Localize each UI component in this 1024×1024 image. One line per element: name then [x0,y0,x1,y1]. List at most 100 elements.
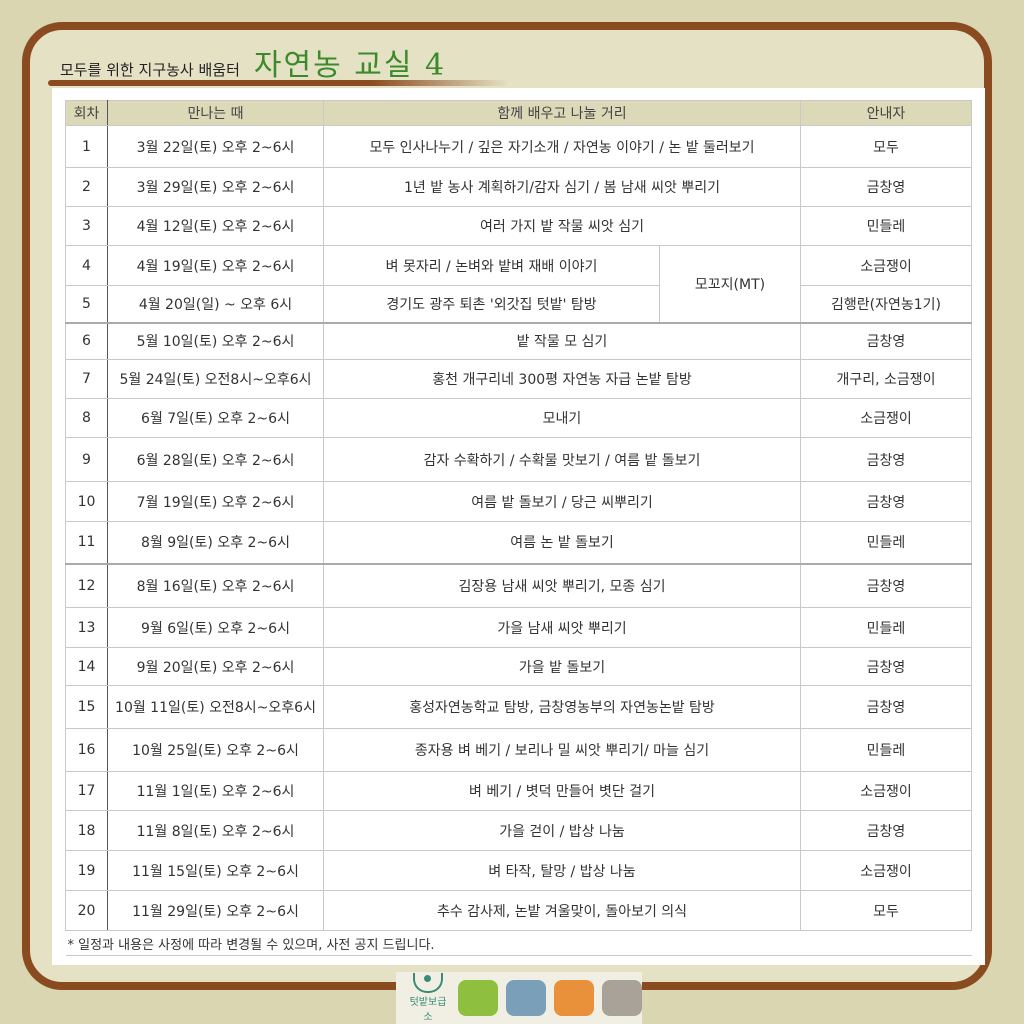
session-topic: 가을 밭 돌보기 [323,647,801,686]
sun-icon [554,980,594,1016]
subtitle: 모두를 위한 지구농사 배움터 [60,61,240,79]
rain-icon [506,980,546,1016]
table-row: 3 4월 12일(토) 오후 2~6시 여러 가지 밭 작물 씨앗 심기 민들레 [65,206,972,246]
table-row: 12 8월 16일(토) 오후 2~6시 김장용 남새 씨앗 뿌리기, 모종 심기 금… [65,562,972,608]
table-row: 16 10월 25일(토) 오후 2~6시 종자용 벼 베기 / 보리나 밀 씨앗 … [65,728,972,772]
tatbat-logo: 텃밭보급소 [406,973,450,1023]
session-number: 3 [65,206,108,246]
session-guide: 소금쟁이 [800,850,972,891]
session-date: 4월 20일(일) ~ 오후 6시 [107,285,324,323]
table-row: 11 8월 9일(토) 오후 2~6시 여름 논 밭 돌보기 민들레 [65,521,972,564]
session-date: 4월 12일(토) 오후 2~6시 [107,206,324,246]
session-date: 11월 8일(토) 오후 2~6시 [107,810,324,851]
session-topic: 여름 밭 돌보기 / 당근 씨뿌리기 [323,481,801,522]
session-date: 10월 11일(토) 오전8시~오후6시 [107,685,324,729]
session-topic: 홍천 개구리네 300평 자연농 자급 논밭 탐방 [323,359,801,399]
table-row: 13 9월 6일(토) 오후 2~6시 가을 남새 씨앗 뿌리기 민들레 [65,607,972,648]
footer-logos: 텃밭보급소 [396,972,642,1024]
session-topic: 벼 타작, 탈망 / 밥상 나눔 [323,850,801,891]
session-topic: 감자 수확하기 / 수확물 맛보기 / 여름 밭 돌보기 [323,437,801,482]
session-number: 11 [65,521,108,564]
session-topic: 경기도 광주 퇴촌 '외갓집 텃밭' 탐방 [323,285,660,323]
wind-icon [602,980,642,1016]
table-row: 10 7월 19일(토) 오후 2~6시 여름 밭 돌보기 / 당근 씨뿌리기 금창영 [65,481,972,522]
session-number: 15 [65,685,108,729]
session-guide: 금창영 [800,647,972,686]
session-number: 16 [65,728,108,772]
session-topic: 홍성자연농학교 탐방, 금창영농부의 자연농논밭 탐방 [323,685,801,729]
session-guide: 소금쟁이 [800,398,972,438]
header: 모두를 위한 지구농사 배움터 자연농 교실 4 [60,40,446,84]
session-number: 10 [65,481,108,522]
table-row: 20 11월 29일(토) 오후 2~6시 추수 감사제, 논밭 겨울맞이, 돌아보… [65,890,972,931]
session-number: 19 [65,850,108,891]
table-row: 1 3월 22일(토) 오후 2~6시 모두 인사나누기 / 깊은 자기소개 / 자… [65,125,972,168]
table-row: 18 11월 8일(토) 오후 2~6시 가을 걷이 / 밥상 나눔 금창영 [65,810,972,851]
session-guide: 모두 [800,890,972,931]
session-guide: 민들레 [800,728,972,772]
session-topic: 모두 인사나누기 / 깊은 자기소개 / 자연농 이야기 / 논 밭 둘러보기 [323,125,801,168]
session-guide: 금창영 [800,321,972,360]
mt-label: 모꼬지(MT) [659,245,801,323]
session-date: 3월 22일(토) 오후 2~6시 [107,125,324,168]
table-row: 9 6월 28일(토) 오후 2~6시 감자 수확하기 / 수확물 맛보기 / 여름… [65,437,972,482]
session-number: 9 [65,437,108,482]
session-guide: 민들레 [800,607,972,648]
session-topic: 밭 작물 모 심기 [323,321,801,360]
session-date: 9월 20일(토) 오후 2~6시 [107,647,324,686]
table-row: 17 11월 1일(토) 오후 2~6시 벼 베기 / 볏덕 만들어 볏단 걸기 소금… [65,771,972,811]
table-row: 7 5월 24일(토) 오전8시~오후6시 홍천 개구리네 300평 자연농 자급 … [65,359,972,399]
session-guide: 금창영 [800,481,972,522]
session-guide: 모두 [800,125,972,168]
session-date: 7월 19일(토) 오후 2~6시 [107,481,324,522]
session-date: 8월 16일(토) 오후 2~6시 [107,562,324,608]
table-row: 4 4월 19일(토) 오후 2~6시 벼 못자리 / 논벼와 밭벼 재배 이야기 모… [65,245,972,323]
session-date: 3월 29일(토) 오후 2~6시 [107,167,324,207]
session-number: 12 [65,562,108,608]
table-row: 5 4월 20일(일) ~ 오후 6시 경기도 광주 퇴촌 '외갓집 텃밭' 탐방 김… [65,285,972,323]
session-number: 13 [65,607,108,648]
session-number: 1 [65,125,108,168]
session-number: 5 [65,285,108,323]
session-topic: 여름 논 밭 돌보기 [323,521,801,564]
session-number: 20 [65,890,108,931]
session-topic: 여러 가지 밭 작물 씨앗 심기 [323,206,801,246]
session-date: 4월 19일(토) 오후 2~6시 [107,245,324,286]
session-number: 7 [65,359,108,399]
session-topic: 벼 못자리 / 논벼와 밭벼 재배 이야기 [323,245,660,286]
session-number: 2 [65,167,108,207]
session-date: 6월 28일(토) 오후 2~6시 [107,437,324,482]
schedule-panel: 회차 만나는 때 함께 배우고 나눌 거리 안내자 1 3월 22일(토) 오후 … [52,88,985,965]
session-topic: 가을 걷이 / 밥상 나눔 [323,810,801,851]
session-number: 8 [65,398,108,438]
session-topic: 모내기 [323,398,801,438]
session-guide: 금창영 [800,167,972,207]
session-guide: 김행란(자연농1기) [800,285,972,323]
session-topic: 종자용 벼 베기 / 보리나 밀 씨앗 뿌리기/ 마늘 심기 [323,728,801,772]
session-date: 10월 25일(토) 오후 2~6시 [107,728,324,772]
footnote: * 일정과 내용은 사정에 따라 변경될 수 있으며, 사전 공지 드립니다. [65,930,972,956]
session-date: 8월 9일(토) 오후 2~6시 [107,521,324,564]
session-guide: 금창영 [800,562,972,608]
session-number: 14 [65,647,108,686]
table-row: 6 5월 10일(토) 오후 2~6시 밭 작물 모 심기 금창영 [65,321,972,360]
schedule-table: 회차 만나는 때 함께 배우고 나눌 거리 안내자 1 3월 22일(토) 오후 … [65,100,972,956]
session-guide: 소금쟁이 [800,245,972,286]
table-row: 15 10월 11일(토) 오전8시~오후6시 홍성자연농학교 탐방, 금창영농부의… [65,685,972,729]
session-number: 6 [65,321,108,360]
col-header-what: 함께 배우고 나눌 거리 [323,100,801,126]
session-guide: 금창영 [800,810,972,851]
session-date: 6월 7일(토) 오후 2~6시 [107,398,324,438]
session-number: 4 [65,245,108,286]
table-row: 8 6월 7일(토) 오후 2~6시 모내기 소금쟁이 [65,398,972,438]
table-row: 2 3월 29일(토) 오후 2~6시 1년 밭 농사 계획하기/감자 심기 / 봄… [65,167,972,207]
table-header: 회차 만나는 때 함께 배우고 나눌 거리 안내자 [65,100,972,126]
session-guide: 민들레 [800,206,972,246]
title-underline [48,80,508,86]
logo-text: 텃밭보급소 [409,997,447,1023]
session-date: 11월 29일(토) 오후 2~6시 [107,890,324,931]
session-guide: 소금쟁이 [800,771,972,811]
session-guide: 금창영 [800,685,972,729]
session-topic: 김장용 남새 씨앗 뿌리기, 모종 심기 [323,562,801,608]
session-guide: 금창영 [800,437,972,482]
